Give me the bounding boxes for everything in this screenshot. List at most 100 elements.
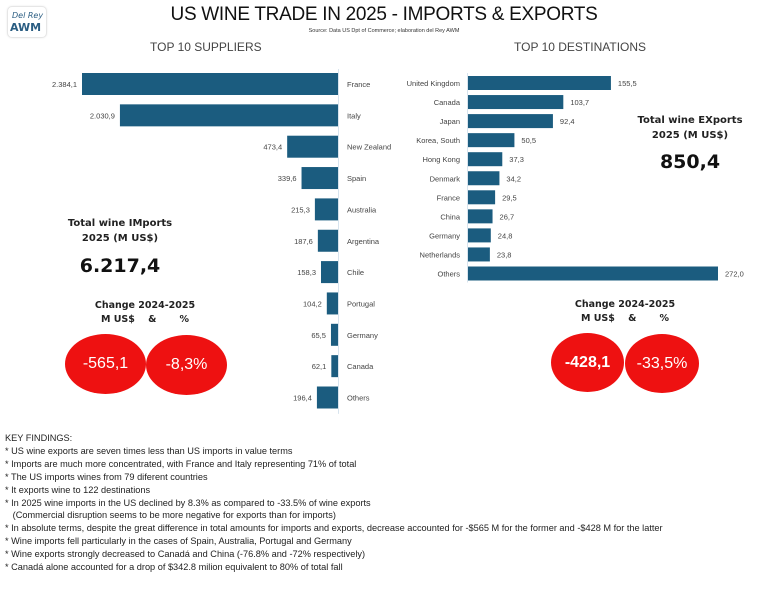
imports-bar-australia: [314, 198, 338, 221]
imports-section-title: TOP 10 SUPPLIERS: [150, 40, 262, 54]
imports-category-label: Others: [347, 394, 370, 403]
exports-bar-netherlands: [468, 247, 490, 262]
finding-item: * The US imports wines from 79 diferent …: [5, 471, 208, 482]
exports-bar-united-kingdom: [468, 76, 611, 90]
exports-bar-denmark: [468, 171, 500, 186]
exports-category-label: Japan: [440, 117, 460, 126]
imports-value-label: 65,5: [311, 331, 326, 340]
exports-value-label: 37,3: [509, 155, 524, 164]
finding-item: * Canadá alone accounted for a drop of $…: [5, 562, 343, 573]
exports-category-label: China: [440, 212, 460, 221]
imports-total-label-line2: 2025 (M US$): [81, 233, 159, 244]
finding-item: * Wine imports fell particularly in the …: [5, 536, 352, 547]
exports-total-label-line1: Total wine EXports: [637, 115, 743, 126]
imports-category-label: Germany: [347, 331, 378, 340]
imports-category-label: Australia: [347, 205, 377, 214]
finding-item: * Wine exports strongly decreased to Can…: [5, 549, 366, 560]
imports-category-label: Italy: [347, 111, 361, 120]
imports-total-label: Total wine IMports 2025 (M US$): [50, 216, 190, 246]
imports-value-label: 215,3: [291, 205, 310, 214]
imports-bar-others: [316, 386, 338, 409]
exports-change-label-line2: M US$ & %: [580, 313, 670, 324]
exports-bar-germany: [468, 228, 491, 243]
imports-value-label: 104,2: [303, 299, 322, 308]
exports-total-label-line2: 2025 (M US$): [651, 130, 729, 141]
imports-category-label: Canada: [347, 362, 374, 371]
imports-category-label: Argentina: [347, 237, 380, 246]
imports-bar-argentina: [317, 229, 338, 252]
exports-bar-japan: [468, 114, 553, 129]
key-findings-heading: KEY FINDINGS:: [5, 433, 73, 443]
imports-change-pct-badge: -8,3%: [146, 335, 227, 395]
logo-text-main: AWM: [10, 21, 42, 34]
imports-bar-portugal: [326, 292, 338, 315]
imports-value-label: 187,6: [294, 237, 313, 246]
finding-item: * In 2025 wine imports in the US decline…: [5, 497, 371, 508]
exports-bar-others: [468, 266, 718, 281]
imports-bar-canada: [331, 355, 338, 378]
exports-category-label: Others: [437, 270, 460, 279]
exports-bar-hong-kong: [468, 152, 503, 167]
exports-value-label: 92,4: [560, 117, 575, 126]
exports-value-label: 103,7: [570, 98, 589, 107]
exports-change-label-line1: Change 2024-2025: [574, 299, 676, 310]
finding-item: (Commercial disruption seems to be more …: [5, 510, 336, 521]
page-title: US WINE TRADE IN 2025 - IMPORTS & EXPORT…: [170, 4, 598, 25]
imports-category-label: Portugal: [347, 299, 375, 308]
imports-bar-spain: [301, 167, 338, 190]
imports-bar-germany: [330, 323, 338, 346]
imports-total-label-line1: Total wine IMports: [67, 218, 173, 229]
exports-category-label: France: [437, 193, 460, 202]
exports-category-label: Germany: [429, 231, 460, 240]
logo-badge: [7, 6, 47, 38]
exports-bar-canada: [468, 95, 564, 110]
logo-text-top: Del Rey: [12, 11, 44, 20]
imports-value-label: 339,6: [278, 174, 297, 183]
exports-category-label: Netherlands: [420, 250, 461, 259]
imports-value-label: 2.384,1: [52, 80, 77, 89]
exports-bar-korea-south: [468, 133, 515, 148]
exports-value-label: 26,7: [500, 212, 515, 221]
exports-category-label: Canada: [434, 98, 461, 107]
exports-section-title: TOP 10 DESTINATIONS: [514, 40, 647, 54]
exports-total-label: Total wine EXports 2025 (M US$): [620, 113, 760, 143]
exports-change-pct-badge: -33,5%: [625, 334, 699, 393]
imports-change-label-line1: Change 2024-2025: [94, 300, 196, 311]
finding-item: * Imports are much more concentrated, wi…: [5, 458, 357, 469]
exports-change-abs-badge: -428,1: [551, 333, 624, 392]
exports-value-label: 29,5: [502, 193, 517, 202]
exports-value-label: 34,2: [506, 174, 521, 183]
exports-category-label: Korea, South: [416, 136, 460, 145]
imports-value-label: 158,3: [297, 268, 316, 277]
imports-category-label: Spain: [347, 174, 366, 183]
exports-bar-france: [468, 190, 496, 205]
exports-category-label: United Kingdom: [407, 79, 460, 88]
imports-change-label-line2: M US$ & %: [100, 314, 190, 325]
exports-value-label: 50,5: [521, 136, 536, 145]
imports-value-label: 473,4: [263, 143, 282, 152]
key-findings: KEY FINDINGS: * US wine exports are seve…: [5, 432, 663, 574]
exports-value-label: 272,0: [725, 270, 744, 279]
exports-bar-china: [468, 209, 493, 224]
exports-category-label: Hong Kong: [422, 155, 460, 164]
finding-item: * In absolute terms, despite the great d…: [5, 523, 663, 534]
exports-value-label: 24,8: [498, 231, 513, 240]
imports-value-label: 2.030,9: [90, 111, 115, 120]
exports-value-label: 23,8: [497, 250, 512, 259]
imports-value-label: 62,1: [312, 362, 327, 371]
source-note: Source: Data US Dpt of Commerce; elabora…: [308, 28, 460, 34]
bar-charts: 2.384,1 France 2.030,9 Italy 473,4 New Zealan…: [52, 69, 744, 414]
finding-item: * US wine exports are seven times less t…: [5, 445, 293, 456]
imports-category-label: France: [347, 80, 370, 89]
imports-bar-france: [82, 73, 338, 95]
exports-total-value: 850,4: [659, 151, 721, 173]
imports-total-value: 6.217,4: [79, 255, 161, 277]
imports-value-label: 196,4: [293, 394, 312, 403]
imports-bar-new-zealand: [287, 135, 338, 158]
finding-item: * It exports wine to 122 destinations: [5, 484, 151, 495]
imports-bar-chile: [321, 261, 338, 284]
exports-value-label: 155,5: [618, 79, 637, 88]
imports-change-label: Change 2024-2025 M US$ & %: [75, 299, 215, 327]
imports-category-label: New Zealand: [347, 143, 391, 152]
imports-category-label: Chile: [347, 268, 364, 277]
